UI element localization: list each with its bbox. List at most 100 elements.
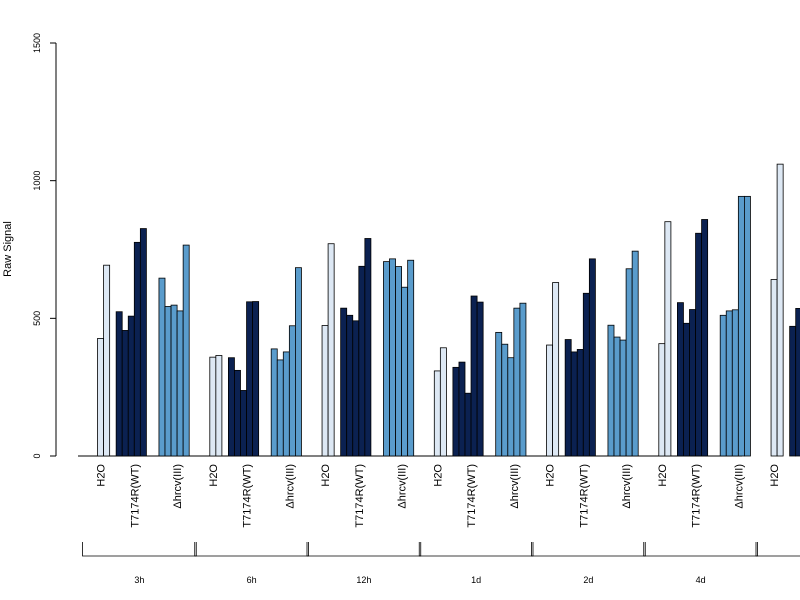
condition-label: T7174R(WT) bbox=[129, 464, 141, 528]
group-label: 2d bbox=[583, 575, 593, 585]
condition-label: H2O bbox=[320, 464, 332, 487]
bar bbox=[276, 359, 284, 457]
bar bbox=[658, 343, 666, 457]
bars bbox=[97, 163, 800, 457]
bar bbox=[744, 195, 751, 457]
bar bbox=[689, 309, 696, 457]
bar bbox=[476, 301, 484, 457]
condition-label: Δhrcv(III) bbox=[172, 464, 184, 509]
condition-label: T7174R(WT) bbox=[578, 464, 590, 528]
bar bbox=[133, 241, 141, 457]
bar bbox=[352, 320, 360, 457]
group-bracket bbox=[306, 542, 422, 557]
condition-labels: H2O T7174R(WT) Δhrcv(III) H2O T7174R(WT) Δhrc… bbox=[96, 464, 781, 528]
bar bbox=[170, 304, 178, 457]
bar bbox=[588, 258, 596, 457]
bar bbox=[495, 331, 503, 457]
group-bracket bbox=[194, 542, 309, 557]
bar bbox=[789, 325, 797, 457]
bar bbox=[252, 301, 260, 457]
y-tick-label: 1000 bbox=[32, 171, 42, 191]
bar bbox=[701, 219, 709, 457]
bar bbox=[227, 357, 235, 457]
condition-label: T7174R(WT) bbox=[354, 464, 366, 528]
bar bbox=[121, 330, 129, 457]
bar bbox=[176, 310, 184, 457]
bar bbox=[240, 390, 247, 457]
bar bbox=[383, 261, 390, 457]
condition-label: H2O bbox=[96, 464, 108, 487]
bar bbox=[246, 301, 254, 457]
bar bbox=[464, 392, 472, 457]
bar bbox=[458, 361, 466, 457]
group-bracket bbox=[82, 542, 197, 557]
condition-label: H2O bbox=[208, 464, 220, 487]
condition-label: Δhrcv(III) bbox=[284, 464, 296, 509]
bar bbox=[470, 295, 478, 457]
group-label: 1d bbox=[471, 575, 481, 585]
bar bbox=[433, 370, 441, 457]
bar bbox=[576, 349, 584, 457]
bar bbox=[501, 343, 509, 457]
bar bbox=[234, 369, 241, 457]
condition-label: Δhrcv(III) bbox=[397, 464, 409, 509]
y-tick-label: 0 bbox=[32, 453, 42, 458]
y-tick-label: 1500 bbox=[32, 33, 42, 53]
bar bbox=[209, 356, 217, 457]
condition-label: Δhrcv(III) bbox=[621, 464, 633, 509]
bar bbox=[677, 302, 684, 457]
condition-label: H2O bbox=[432, 464, 444, 487]
bar bbox=[294, 267, 302, 457]
condition-label: Δhrcv(III) bbox=[509, 464, 521, 509]
group-label: 3h bbox=[134, 575, 144, 585]
condition-label: H2O bbox=[657, 464, 669, 487]
group-bracket bbox=[755, 542, 800, 557]
bar bbox=[552, 282, 560, 457]
group-label: 12h bbox=[356, 575, 371, 585]
bar bbox=[164, 306, 172, 457]
bar bbox=[513, 307, 521, 457]
bar bbox=[695, 232, 702, 457]
bar bbox=[725, 310, 733, 457]
condition-label: T7174R(WT) bbox=[242, 464, 254, 528]
bar bbox=[115, 311, 123, 457]
bar bbox=[452, 366, 460, 457]
bar bbox=[288, 325, 296, 457]
bar bbox=[570, 351, 578, 457]
bar bbox=[582, 292, 590, 457]
bar bbox=[625, 268, 633, 457]
y-tick-label: 500 bbox=[32, 311, 42, 326]
bar bbox=[737, 195, 745, 457]
condition-label: T7174R(WT) bbox=[466, 464, 478, 528]
group-bracket bbox=[643, 542, 758, 557]
bar bbox=[346, 314, 354, 457]
condition-label: H2O bbox=[769, 464, 781, 487]
bar bbox=[395, 266, 402, 457]
condition-label: H2O bbox=[545, 464, 557, 487]
condition-label: Δhrcv(III) bbox=[733, 464, 745, 509]
bar bbox=[321, 325, 329, 457]
bar bbox=[327, 243, 335, 457]
bar bbox=[358, 265, 366, 457]
bar bbox=[631, 250, 639, 457]
bar bbox=[795, 308, 800, 457]
bar bbox=[270, 348, 278, 457]
bar bbox=[564, 339, 572, 457]
bar bbox=[731, 309, 739, 457]
bar bbox=[127, 315, 135, 457]
bar bbox=[619, 339, 627, 457]
bar bbox=[683, 322, 690, 457]
bar bbox=[282, 351, 290, 457]
group-bracket bbox=[531, 542, 646, 557]
bar bbox=[770, 279, 778, 457]
y-axis-label: Raw Signal bbox=[2, 221, 14, 277]
group-brackets: 3h6h12h1d2d4d6d bbox=[82, 542, 800, 585]
y-axis: 0 500 1000 1500 bbox=[32, 33, 57, 459]
group-label: 4d bbox=[696, 575, 706, 585]
bar bbox=[215, 355, 223, 457]
bar bbox=[364, 238, 372, 457]
bar bbox=[546, 344, 553, 457]
bar bbox=[507, 357, 515, 457]
bar bbox=[401, 286, 409, 457]
